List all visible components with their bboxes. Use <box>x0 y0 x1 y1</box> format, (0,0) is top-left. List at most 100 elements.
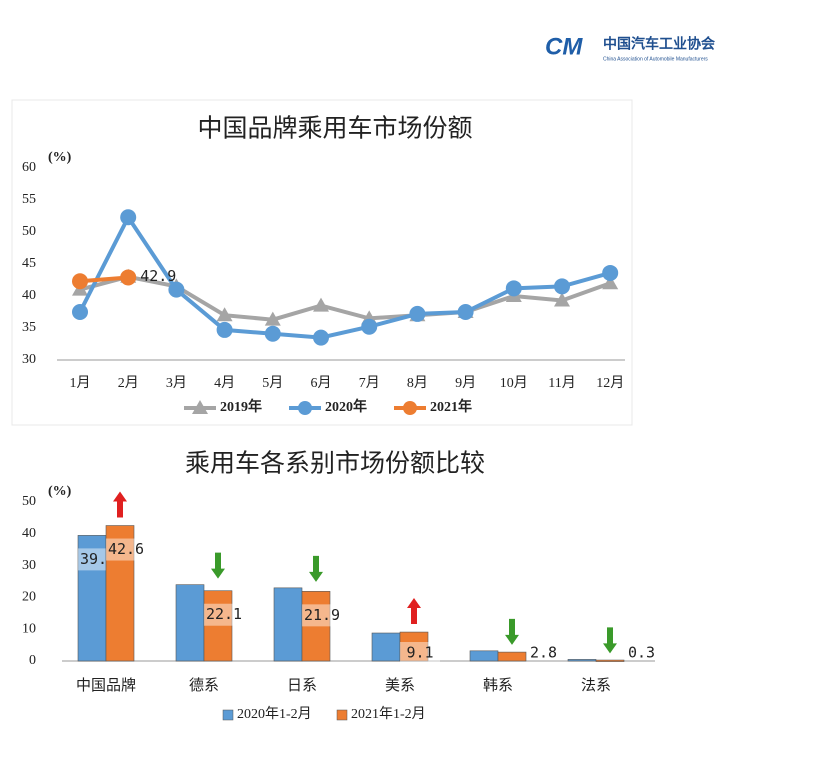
chart-title: 中国品牌乘用车市场份额 <box>197 115 472 143</box>
x-tick-label: 2月 <box>118 375 139 391</box>
logo: CM 中国汽车工业协会 China Association of Automob… <box>545 33 716 62</box>
arrow-up <box>407 598 421 625</box>
y-tick-label: 45 <box>22 256 36 271</box>
y-tick-label: 35 <box>22 320 36 335</box>
point <box>168 281 185 298</box>
value-label: 0.3 <box>628 644 655 662</box>
legend-label: 2020年 <box>325 398 367 415</box>
arrow-down <box>505 618 519 645</box>
value-label: 21.9 <box>304 606 340 624</box>
legend-swatch <box>336 709 348 721</box>
bar <box>203 590 233 662</box>
x-tick-label: 9月 <box>455 375 476 391</box>
point <box>72 273 88 290</box>
x-tick-label: 12月 <box>596 375 624 391</box>
legend-marker <box>403 401 417 415</box>
point <box>313 329 329 346</box>
x-tick-label: 日系 <box>287 677 317 694</box>
y-tick-label: 40 <box>22 526 36 541</box>
bar <box>469 650 499 662</box>
series-line <box>79 275 129 284</box>
point <box>264 325 281 342</box>
bar <box>595 659 625 662</box>
x-tick-label: 8月 <box>407 375 428 391</box>
bar <box>175 584 205 662</box>
x-tick-label: 德系 <box>189 676 219 694</box>
y-tick-label: 50 <box>22 494 36 509</box>
x-tick-label: 7月 <box>359 375 380 391</box>
point <box>216 307 233 322</box>
x-tick-label: 韩系 <box>483 677 513 694</box>
label-bg <box>400 642 440 664</box>
y-tick-label: 0 <box>29 653 36 668</box>
x-tick-label: 5月 <box>262 375 283 391</box>
point <box>602 275 619 290</box>
point <box>72 304 88 320</box>
point <box>120 269 137 286</box>
x-tick-label: 10月 <box>500 375 528 391</box>
bar <box>371 632 401 662</box>
label-bg <box>204 603 244 626</box>
point <box>457 304 474 320</box>
bar <box>399 631 429 662</box>
legend-label: 2020年1-2月 <box>237 706 312 722</box>
y-unit: (%) <box>48 150 72 165</box>
logo-subtitle: China Association of Automobile Manufact… <box>603 56 708 62</box>
bar <box>77 535 107 662</box>
value-label: 42.9 <box>140 267 176 285</box>
y-tick-label: 60 <box>22 160 36 175</box>
x-tick-label: 4月 <box>214 375 235 391</box>
chart-frame <box>11 99 633 426</box>
x-tick-label: 美系 <box>385 677 415 694</box>
y-tick-label: 40 <box>22 288 36 303</box>
bar <box>567 659 597 662</box>
x-tick-label: 法系 <box>581 677 611 694</box>
x-tick-label: 11月 <box>548 375 575 391</box>
point <box>554 292 570 307</box>
point <box>216 321 233 338</box>
arrow-down <box>603 627 617 654</box>
arrow-up <box>113 491 127 518</box>
point <box>264 311 281 326</box>
legend-marker <box>192 400 208 414</box>
legend-label: 2019年 <box>220 398 262 415</box>
y-tick-label: 55 <box>22 192 36 207</box>
chart-title: 乘用车各系别市场份额比较 <box>185 450 485 478</box>
point <box>313 297 329 312</box>
bar <box>301 591 331 662</box>
point <box>361 318 378 335</box>
bar <box>273 587 303 662</box>
logo-mark: CM <box>545 33 583 60</box>
label-bg <box>302 604 342 627</box>
bar <box>105 525 135 662</box>
point <box>554 278 570 295</box>
y-unit: (%) <box>48 484 72 499</box>
y-tick-label: 50 <box>22 224 36 239</box>
legend-label: 2021年 <box>430 398 472 415</box>
x-tick-label: 3月 <box>166 375 187 391</box>
value-label: 9.1 <box>406 644 433 662</box>
legend-marker <box>298 401 312 415</box>
y-tick-label: 30 <box>22 352 36 367</box>
value-label: 22.1 <box>206 605 242 623</box>
y-tick-label: 30 <box>22 558 36 573</box>
x-tick-label: 中国品牌 <box>76 677 136 694</box>
y-tick-label: 20 <box>22 590 36 605</box>
x-tick-label: 1月 <box>70 375 91 391</box>
value-label: 2.8 <box>530 644 557 662</box>
logo-name: 中国汽车工业协会 <box>603 36 716 52</box>
legend-swatch <box>222 709 234 721</box>
y-tick-label: 10 <box>22 621 36 636</box>
point <box>602 264 619 281</box>
bar <box>497 651 527 662</box>
x-tick-label: 6月 <box>311 375 332 391</box>
series-line <box>79 274 611 322</box>
point <box>120 209 137 226</box>
label-bg <box>106 538 146 561</box>
point <box>505 280 522 297</box>
value-label: 42.6 <box>108 540 144 558</box>
point <box>409 305 426 322</box>
arrow-down <box>211 552 225 579</box>
arrow-down <box>309 555 323 582</box>
